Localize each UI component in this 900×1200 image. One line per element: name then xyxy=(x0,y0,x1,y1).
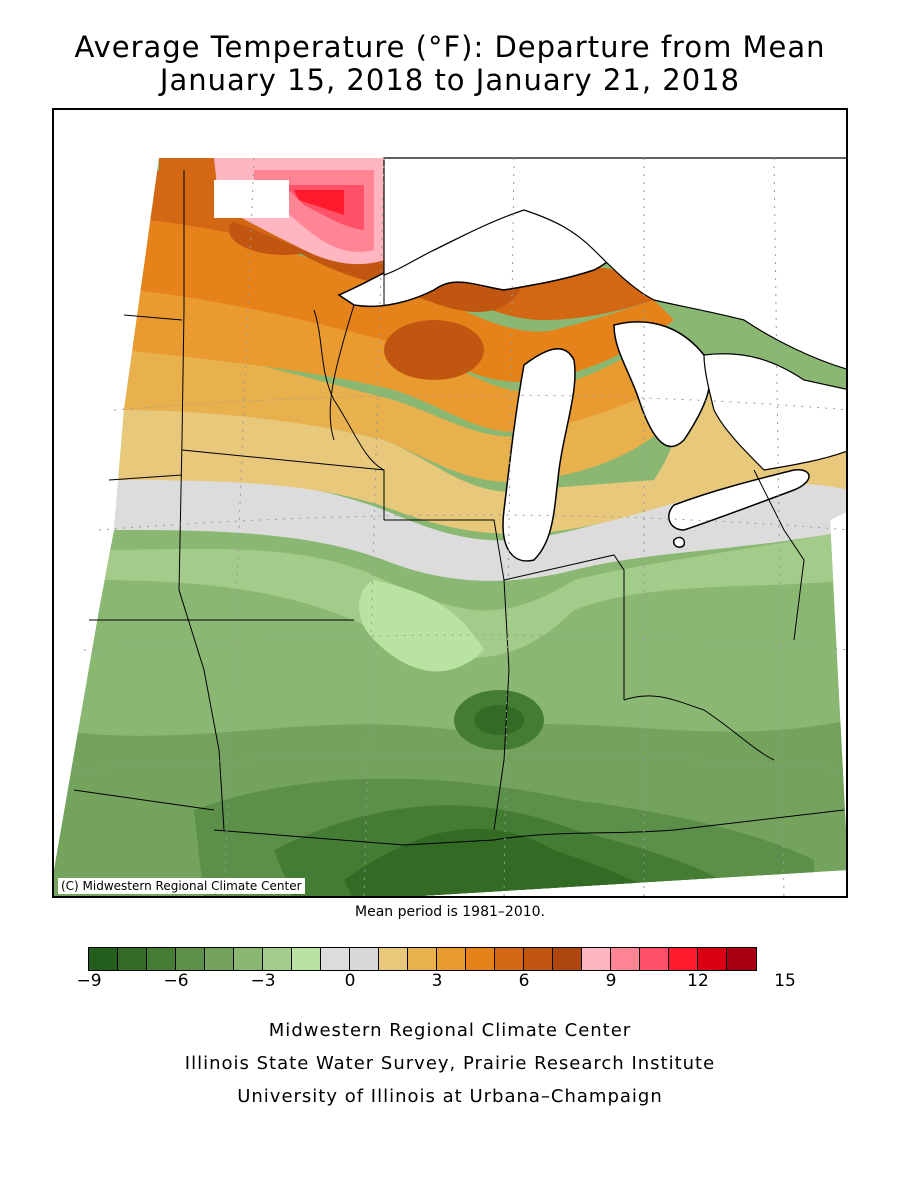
map-frame: (C) Midwestern Regional Climate Center xyxy=(52,108,848,898)
great-lakes xyxy=(337,198,810,562)
legend-swatch xyxy=(466,948,495,970)
state-borders xyxy=(73,170,845,846)
lake-st-clair xyxy=(672,536,686,548)
legend-swatch xyxy=(176,948,205,970)
map-title: Average Temperature (°F): Departure from… xyxy=(74,30,826,64)
legend-swatch xyxy=(698,948,727,970)
legend-swatch xyxy=(611,948,640,970)
legend-tick-label: 9 xyxy=(605,971,617,991)
copyright-notice: (C) Midwestern Regional Climate Center xyxy=(58,878,305,894)
legend-swatch xyxy=(118,948,147,970)
legend-tick-label: 0 xyxy=(344,971,356,991)
legend-swatch xyxy=(234,948,263,970)
legend-swatch xyxy=(205,948,234,970)
legend-swatch xyxy=(379,948,408,970)
legend-tick-label: −6 xyxy=(163,971,189,991)
legend-swatch xyxy=(408,948,437,970)
graticule xyxy=(73,157,846,896)
legend-swatch xyxy=(582,948,611,970)
legend-tick-label: 15 xyxy=(774,971,796,991)
legend-swatch xyxy=(89,948,118,970)
legend-swatch xyxy=(640,948,669,970)
legend-swatch xyxy=(321,948,350,970)
legend-swatch xyxy=(524,948,553,970)
legend-swatch xyxy=(147,948,176,970)
legend-swatch xyxy=(669,948,698,970)
legend-swatch xyxy=(437,948,466,970)
legend-swatch xyxy=(727,948,756,970)
legend-tick-label: 12 xyxy=(687,971,709,991)
lake-michigan xyxy=(502,348,576,562)
legend-tick-label: 3 xyxy=(431,971,443,991)
legend-tick-label: 6 xyxy=(518,971,530,991)
legend-swatch xyxy=(263,948,292,970)
footer-university-name: University of Illinois at Urbana–Champai… xyxy=(237,1086,663,1107)
color-legend: −9 −6 −3 0 3 6 9 12 15 xyxy=(76,947,796,997)
footer-center-name: Midwestern Regional Climate Center xyxy=(268,1020,632,1041)
legend-tick-label: −3 xyxy=(250,971,276,991)
legend-color-bar xyxy=(88,947,757,971)
lake-huron xyxy=(613,321,711,448)
temperature-departure-map xyxy=(54,157,846,896)
legend-swatch xyxy=(495,948,524,970)
legend-tick-labels: −9 −6 −3 0 3 6 9 12 15 xyxy=(76,971,795,997)
legend-swatch xyxy=(292,948,321,970)
legend-swatch xyxy=(350,948,379,970)
footer-survey-name: Illinois State Water Survey, Prairie Res… xyxy=(184,1053,716,1074)
outside-land xyxy=(383,157,846,471)
legend-swatch xyxy=(553,948,582,970)
legend-tick-label: −9 xyxy=(76,971,102,991)
map-date-range: January 15, 2018 to January 21, 2018 xyxy=(159,63,741,97)
lake-erie xyxy=(668,469,810,531)
mean-period-note: Mean period is 1981–2010. xyxy=(355,904,545,920)
